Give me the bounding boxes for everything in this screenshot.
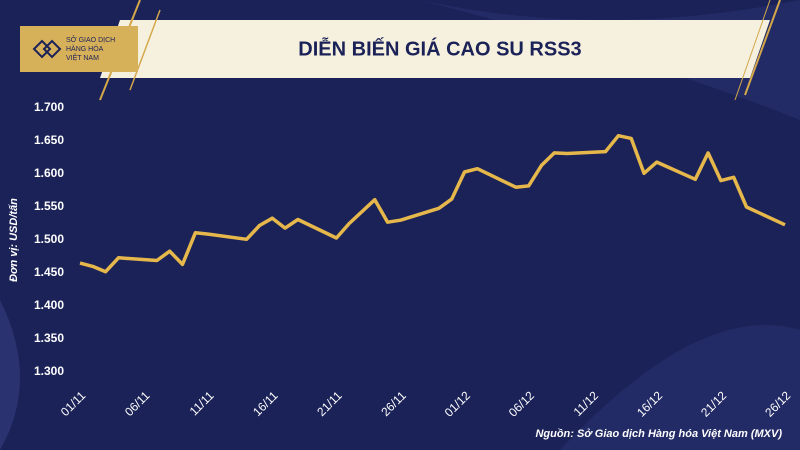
y-tick-label: 1.650 [34, 133, 64, 147]
logo-text: VIỆT NAM [66, 53, 99, 62]
line [79, 133, 786, 274]
y-tick-label: 1.700 [34, 100, 64, 114]
y-tick-label: 1.300 [34, 364, 64, 378]
source: Nguồn: Sở Giao dịch Hàng hóa Việt Nam (M… [535, 428, 782, 440]
decor-line [129, 9, 161, 91]
y-tick-label: 1.450 [34, 265, 64, 279]
logo-text: HÀNG HÓA [66, 44, 104, 53]
y-tick-label: 1.400 [34, 298, 64, 312]
y-tick-label: 1.550 [34, 199, 64, 213]
logo-icon [32, 39, 62, 59]
y-tick-label: 1.500 [34, 232, 64, 246]
decor-line [734, 0, 771, 101]
decor [560, 325, 800, 450]
chart-title: DIỄN BIẾN GIÁ CAO SU RSS3 [298, 37, 581, 60]
logo-box [20, 26, 138, 72]
decor-line [744, 0, 781, 96]
logo-text: SỞ GIAO DỊCH [66, 35, 115, 44]
title-banner [100, 20, 770, 78]
decor [0, 300, 20, 450]
y-tick-label: 1.600 [34, 166, 64, 180]
y-tick-label: 1.350 [34, 331, 64, 345]
y-axis-label: Đơn vị: USD/tấn [8, 198, 20, 282]
